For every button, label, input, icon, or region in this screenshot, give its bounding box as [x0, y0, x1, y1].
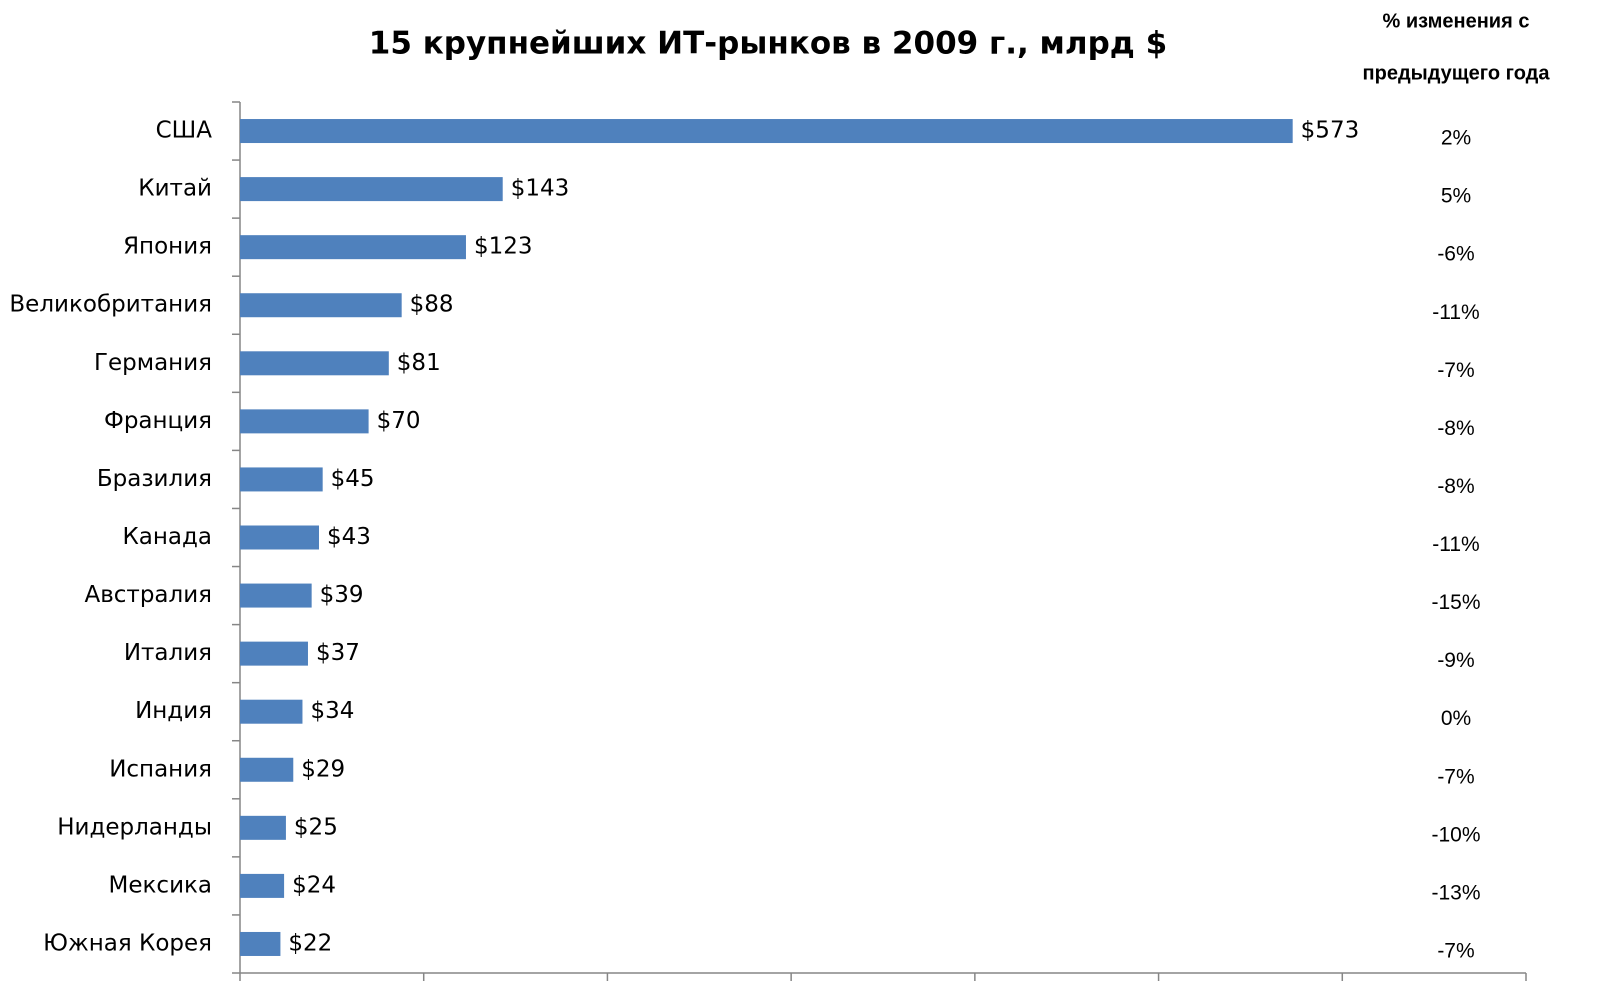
y-tick-label: Испания	[109, 756, 212, 782]
change-header: предыдущего года	[1363, 62, 1551, 84]
bar	[240, 525, 319, 550]
change-label: -13%	[1431, 881, 1480, 904]
value-label: $43	[327, 524, 371, 550]
value-label: $70	[377, 408, 421, 434]
y-tick-label: Мексика	[109, 872, 212, 898]
y-tick-label: Великобритания	[9, 292, 212, 318]
value-label: $573	[1301, 118, 1360, 144]
change-label: -8%	[1437, 475, 1474, 498]
change-label: -9%	[1437, 649, 1474, 672]
chart-title: 15 крупнейших ИТ-рынков в 2009 г., млрд …	[369, 26, 1167, 62]
value-label: $88	[410, 292, 454, 318]
y-tick-label: Китай	[138, 176, 212, 202]
value-label: $25	[294, 814, 338, 840]
bar	[240, 931, 281, 956]
change-label: -7%	[1437, 765, 1474, 788]
y-tick-label: Япония	[123, 234, 212, 260]
change-label: -7%	[1437, 359, 1474, 382]
bar	[240, 293, 402, 318]
value-label: $123	[474, 234, 533, 260]
value-label: $39	[320, 582, 364, 608]
value-label: $22	[288, 930, 332, 956]
y-tick-label: Южная Корея	[43, 930, 212, 956]
bar	[240, 235, 466, 260]
value-label: $29	[301, 756, 345, 782]
bar	[240, 177, 503, 202]
value-label: $24	[292, 872, 336, 898]
value-label: $81	[397, 350, 441, 376]
y-tick-label: Нидерланды	[57, 814, 212, 840]
change-label: -11%	[1432, 301, 1479, 324]
bar	[240, 815, 286, 840]
change-label: -6%	[1437, 243, 1474, 266]
change-label: 0%	[1441, 707, 1471, 730]
bar	[240, 873, 285, 898]
bar	[240, 467, 323, 492]
value-label: $34	[310, 698, 354, 724]
change-label: -15%	[1431, 591, 1480, 614]
y-tick-label: Канада	[122, 524, 212, 550]
bar	[240, 351, 389, 376]
value-label: $45	[331, 466, 375, 492]
y-tick-label: США	[156, 118, 213, 144]
value-label: $143	[511, 176, 570, 202]
bar	[240, 699, 303, 724]
y-tick-label: Бразилия	[97, 466, 212, 492]
bar	[240, 583, 312, 608]
bar	[240, 119, 1293, 144]
change-label: -11%	[1432, 533, 1479, 556]
value-label: $37	[316, 640, 360, 666]
y-tick-label: Италия	[124, 640, 212, 666]
change-header: % изменения с	[1383, 10, 1530, 32]
y-tick-label: Австралия	[84, 582, 212, 608]
y-tick-label: Индия	[135, 698, 212, 724]
bar	[240, 409, 369, 434]
change-label: -7%	[1437, 940, 1474, 963]
change-label: 5%	[1441, 185, 1471, 208]
change-label: 2%	[1441, 127, 1471, 150]
bar	[240, 641, 308, 666]
bar	[240, 757, 294, 782]
y-tick-label: Франция	[104, 408, 212, 434]
change-label: -10%	[1431, 823, 1480, 846]
y-tick-label: Германия	[94, 350, 212, 376]
change-label: -8%	[1437, 417, 1474, 440]
